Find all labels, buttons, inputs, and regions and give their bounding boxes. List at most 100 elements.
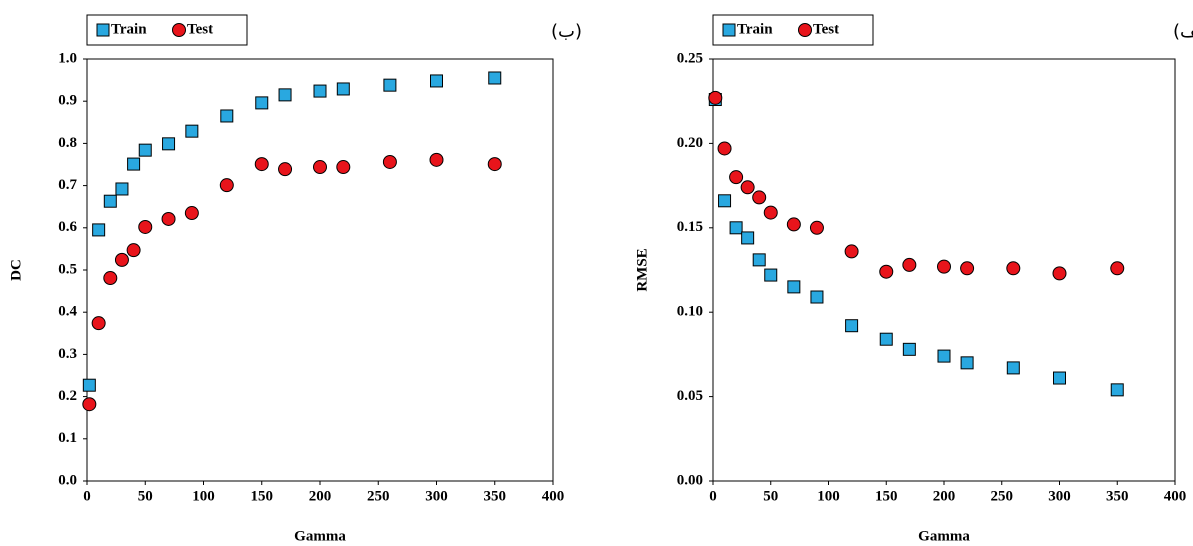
marker-square [430,74,443,88]
x-tick-label: 350 [484,488,507,504]
marker-circle [729,170,744,185]
y-tick-label: 0.0 [58,472,77,488]
y-tick-label: 0.9 [58,93,77,109]
marker-circle [902,257,917,272]
y-tick-label: 0.25 [677,50,703,66]
marker-square [255,96,269,110]
y-tick-label: 0.2 [58,388,77,404]
marker-square [729,221,743,235]
x-tick-label: 50 [763,488,778,504]
marker-circle [219,178,234,193]
x-tick-label: 300 [425,488,448,504]
x-tick-label: 50 [138,488,153,504]
marker-circle [91,316,106,331]
y-tick-label: 0.5 [58,261,77,277]
marker-circle [786,217,801,232]
y-tick-label: 0.6 [58,219,77,235]
marker-square [96,23,110,37]
marker-circle [809,220,824,235]
legend-label: Test [813,21,839,37]
y-tick-label: 0.15 [677,219,703,235]
marker-circle [114,252,129,267]
x-tick-label: 250 [367,488,390,504]
marker-circle [138,219,153,234]
marker-square [764,268,778,282]
marker-circle [184,206,199,221]
marker-square [845,319,859,333]
marker-square [960,356,974,370]
marker-square [741,231,755,245]
x-tick-label: 0 [83,488,91,504]
x-tick-label: 300 [1048,488,1071,504]
x-tick-label: 200 [933,488,956,504]
x-tick-label: 250 [991,488,1014,504]
marker-circle [798,23,812,37]
y-axis-title: DC [8,259,24,281]
marker-square [138,143,152,157]
marker-square [787,280,801,294]
marker-circle [313,160,327,175]
panel-label: (الف) [1173,21,1193,42]
marker-square [488,71,502,85]
marker-circle [336,160,351,175]
x-tick-label: 0 [709,488,717,504]
legend-box [86,14,248,46]
y-tick-label: 0.05 [677,388,703,404]
marker-circle [429,152,444,167]
marker-square [1110,383,1124,397]
marker-circle [487,157,502,172]
marker-square [82,378,96,392]
y-tick-label: 0.10 [677,304,703,320]
marker-square [336,82,350,96]
marker-square [752,253,766,267]
x-tick-label: 150 [875,488,898,504]
marker-circle [752,190,767,205]
marker-square [383,78,397,92]
marker-circle [844,244,859,259]
marker-circle [1006,261,1021,276]
marker-square [313,84,327,98]
marker-circle [82,397,97,412]
legend-box [712,14,874,46]
x-tick-label: 100 [817,488,840,504]
x-tick-label: 400 [542,488,565,504]
marker-circle [103,271,118,286]
x-axis-title: Gamma [918,528,970,544]
y-axis-title: RMSE [634,248,650,291]
marker-square [162,137,176,151]
marker-square [92,223,106,237]
marker-circle [763,205,778,220]
marker-circle [254,157,269,172]
marker-circle [937,259,951,274]
marker-square [115,182,129,196]
marker-circle [879,264,894,279]
marker-square [1006,361,1020,375]
y-tick-label: 0.3 [58,346,77,362]
y-tick-label: 1.0 [58,50,77,66]
legend-label: Train [111,21,147,37]
y-tick-label: 0.00 [677,472,703,488]
y-tick-label: 0.4 [58,304,77,320]
marker-circle [278,162,293,177]
marker-square [718,194,732,208]
x-tick-label: 200 [309,488,332,504]
marker-square [902,342,916,356]
marker-square [127,157,141,171]
x-tick-label: 400 [1164,488,1187,504]
marker-square [185,124,199,138]
x-tick-label: 150 [251,488,274,504]
marker-circle [126,243,141,258]
marker-square [220,109,234,123]
marker-circle [382,154,397,169]
legend-label: Test [187,21,213,37]
plot-frame [86,58,554,482]
x-tick-label: 100 [192,488,215,504]
marker-circle [1052,266,1067,281]
x-axis-title: Gamma [294,528,346,544]
marker-square [1053,371,1066,385]
y-tick-label: 0.1 [58,430,77,446]
marker-circle [161,211,176,226]
marker-square [722,23,736,37]
x-tick-label: 350 [1106,488,1129,504]
